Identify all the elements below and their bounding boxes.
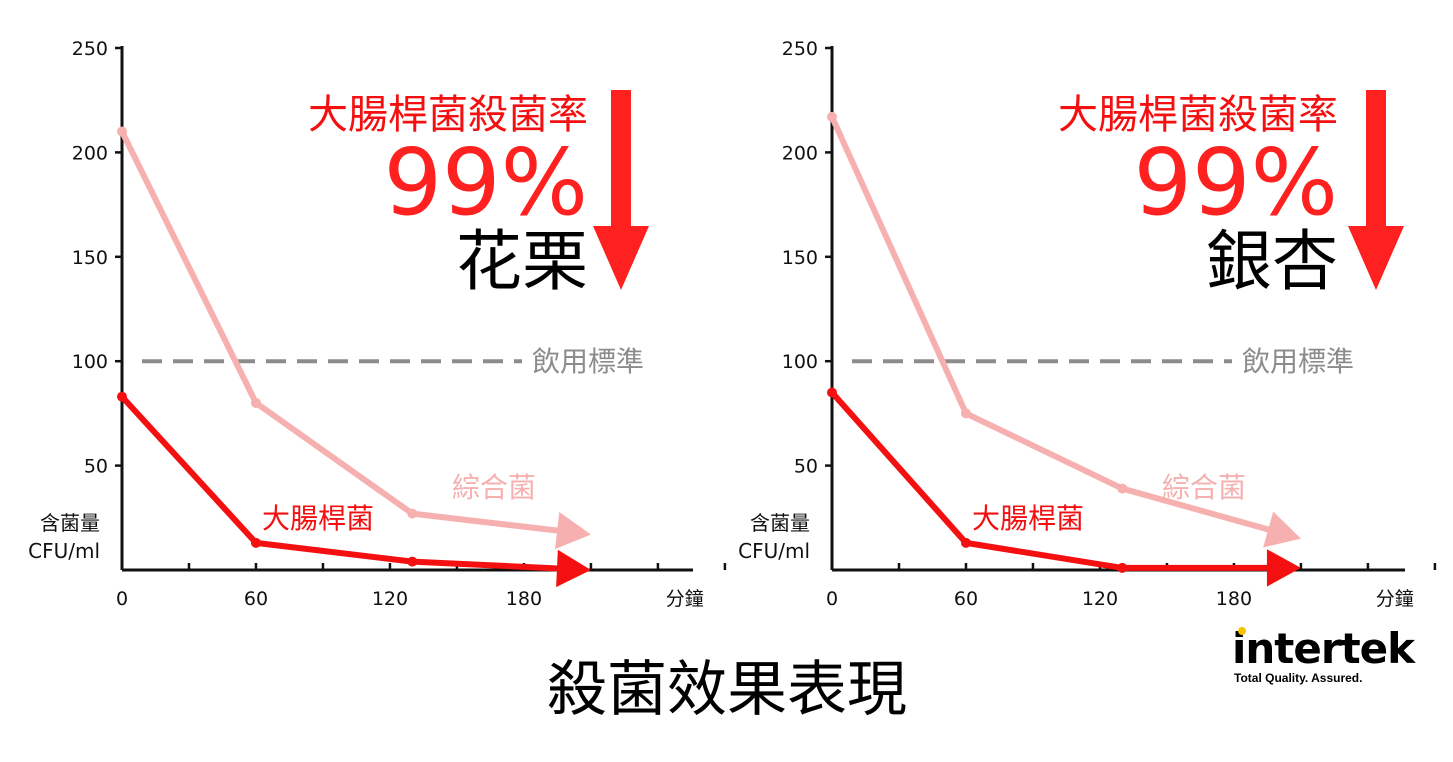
y-unit-line2: CFU/ml <box>28 539 100 563</box>
data-point-ecoli <box>250 537 261 548</box>
chart-panel-1: 50 100 150 200 250 0 60 120 180 分鐘 含菌量 CFU/ml 飲用標準綜合… <box>28 38 727 610</box>
y-unit-line2: CFU/ml <box>738 539 810 563</box>
y-tick-label: 200 <box>72 142 108 164</box>
standard-label: 飲用標準 <box>1242 345 1354 378</box>
down-arrow-shaft <box>1366 90 1386 230</box>
down-arrow-icon <box>593 226 649 290</box>
y-unit-line1: 含菌量 <box>40 511 100 535</box>
y-tick-label: 100 <box>72 351 108 373</box>
logo-dot-icon <box>1238 627 1246 635</box>
data-point-ecoli <box>117 391 127 402</box>
y-tick-label: 50 <box>794 456 818 478</box>
subject-title: 花栗 <box>456 223 588 300</box>
series-label-ecoli: 大腸桿菌 <box>972 502 1084 535</box>
series-line-ecoli <box>829 390 1271 571</box>
data-point-ecoli <box>1117 562 1128 573</box>
kill-rate-percent: 99% <box>384 129 588 236</box>
series-label-total: 綜合菌 <box>452 471 536 504</box>
x-tick-label: 120 <box>372 588 408 610</box>
y-unit-line1: 含菌量 <box>750 511 810 535</box>
data-point-ecoli <box>407 556 418 567</box>
data-point-total <box>827 111 837 122</box>
series-arrow-ecoli <box>1266 549 1301 587</box>
kill-rate-percent: 99% <box>1134 129 1338 236</box>
series-arrow-total <box>554 511 591 550</box>
subject-title: 銀杏 <box>1206 223 1338 300</box>
x-tick-label: 180 <box>506 588 542 610</box>
data-point-ecoli <box>827 387 837 398</box>
data-point-total <box>1117 483 1128 494</box>
series-label-total: 綜合菌 <box>1162 471 1246 504</box>
x-axis-unit: 分鐘 <box>666 588 704 610</box>
x-tick-label: 0 <box>826 588 838 610</box>
series-arrow-total <box>1263 511 1301 548</box>
data-point-ecoli <box>960 537 971 548</box>
down-arrow-shaft <box>611 90 631 230</box>
data-point-total <box>960 408 971 419</box>
headline-text: 大腸桿菌殺菌率 <box>1058 92 1338 138</box>
series-line-total <box>829 115 1273 534</box>
series-line-ecoli <box>119 394 562 572</box>
x-tick-label: 0 <box>116 588 128 610</box>
footer-title: 殺菌效果表現 <box>547 655 907 725</box>
y-tick-label: 100 <box>782 351 818 373</box>
headline-text: 大腸桿菌殺菌率 <box>308 92 588 138</box>
down-arrow-icon <box>1348 226 1404 290</box>
y-tick-label: 250 <box>782 38 818 60</box>
y-tick-label: 250 <box>72 38 108 60</box>
y-tick-label: 50 <box>84 456 108 478</box>
chart-panel-2: 50 100 150 200 250 0 60 120 180 分鐘 含菌量 CFU/ml 飲用標準綜合… <box>738 38 1437 610</box>
x-tick-label: 180 <box>1216 588 1252 610</box>
intertek-logo: intertek Total Quality. Assured. <box>1232 624 1417 685</box>
series-line-total <box>119 130 562 535</box>
x-axis-unit: 分鐘 <box>1376 588 1414 610</box>
logo-tagline: Total Quality. Assured. <box>1234 671 1362 685</box>
logo-wordmark: intertek <box>1232 624 1416 673</box>
x-tick-label: 60 <box>244 588 268 610</box>
series-arrow-ecoli <box>556 549 591 588</box>
data-point-total <box>250 397 261 408</box>
series-label-ecoli: 大腸桿菌 <box>262 502 374 535</box>
x-tick-label: 120 <box>1082 588 1118 610</box>
x-tick-label: 60 <box>954 588 978 610</box>
y-tick-label: 200 <box>782 142 818 164</box>
y-tick-label: 150 <box>782 247 818 269</box>
standard-label: 飲用標準 <box>532 345 644 378</box>
y-tick-label: 150 <box>72 247 108 269</box>
data-point-total <box>407 508 418 519</box>
data-point-total <box>117 126 127 137</box>
